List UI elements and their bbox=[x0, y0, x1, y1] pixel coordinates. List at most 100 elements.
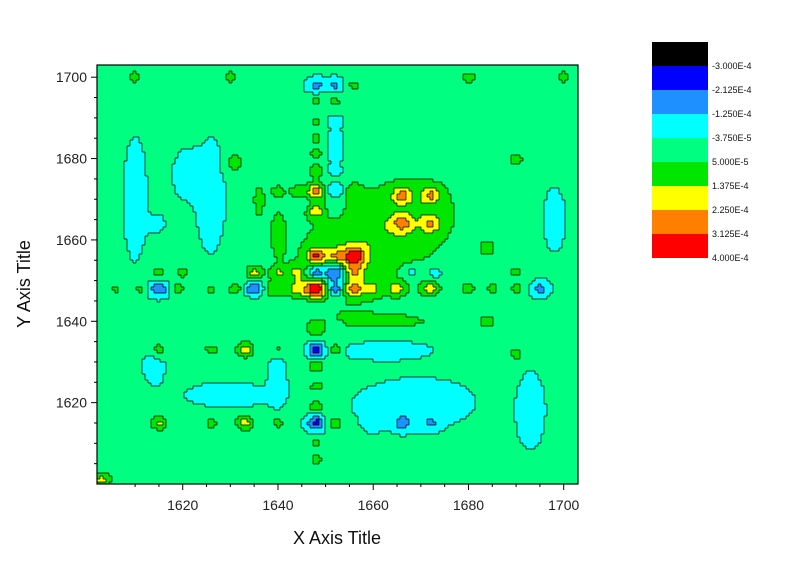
contour-cell bbox=[520, 284, 530, 288]
contour-cell bbox=[388, 230, 413, 234]
contour-cell bbox=[97, 317, 338, 321]
contour-cell bbox=[253, 350, 305, 354]
contour-cell bbox=[466, 80, 473, 84]
contour-cell bbox=[439, 245, 482, 249]
contour-cell bbox=[235, 74, 314, 78]
contour-cell bbox=[166, 419, 209, 423]
contour-cell bbox=[397, 203, 407, 207]
contour-cell bbox=[310, 209, 323, 213]
contour-cell bbox=[184, 275, 248, 279]
contour-cell bbox=[349, 251, 362, 255]
contour-cell bbox=[97, 191, 125, 195]
contour-cell bbox=[97, 449, 578, 453]
contour-cell bbox=[562, 239, 578, 243]
contour-cell bbox=[343, 137, 578, 141]
contour-cell bbox=[433, 251, 482, 255]
contour-cell bbox=[439, 227, 452, 231]
contour-cell bbox=[559, 191, 578, 195]
contour-cell bbox=[319, 119, 329, 123]
contour-cell bbox=[274, 194, 284, 198]
contour-cell bbox=[565, 80, 578, 84]
contour-cell bbox=[283, 218, 308, 222]
contour-cell bbox=[163, 218, 197, 222]
contour-cell bbox=[328, 191, 344, 195]
contour-cell bbox=[301, 419, 311, 423]
contour-cell bbox=[445, 428, 518, 432]
contour-cell bbox=[148, 197, 182, 201]
contour-cell bbox=[346, 269, 353, 273]
contour-cell bbox=[220, 164, 230, 168]
contour-cell bbox=[268, 281, 296, 285]
contour-cell bbox=[532, 296, 548, 300]
legend-swatch bbox=[652, 66, 708, 90]
contour-cell bbox=[361, 248, 371, 252]
contour-cell bbox=[97, 374, 146, 378]
contour-cell bbox=[298, 248, 311, 252]
contour-cell bbox=[553, 284, 578, 288]
contour-cell bbox=[127, 152, 146, 156]
contour-cell bbox=[439, 275, 578, 279]
contour-cell bbox=[406, 194, 413, 198]
contour-cell bbox=[319, 422, 323, 426]
contour-cell bbox=[520, 290, 530, 294]
contour-cell bbox=[352, 182, 359, 186]
contour-cell bbox=[214, 287, 230, 291]
contour-cell bbox=[310, 365, 323, 369]
contour-cell bbox=[175, 188, 227, 192]
contour-cell bbox=[256, 203, 266, 207]
contour-cell bbox=[289, 386, 311, 390]
contour-cell bbox=[304, 272, 311, 276]
contour-cell bbox=[367, 242, 443, 246]
contour-cell bbox=[343, 320, 425, 324]
contour-cell bbox=[511, 272, 521, 276]
contour-cell bbox=[133, 80, 137, 84]
contour-cell bbox=[544, 389, 578, 393]
contour-cell bbox=[322, 368, 578, 372]
contour-cell bbox=[343, 212, 395, 216]
contour-cell bbox=[361, 302, 578, 306]
contour-cell bbox=[322, 212, 329, 216]
contour-cell bbox=[400, 191, 407, 195]
contour-cell bbox=[322, 419, 326, 423]
contour-cell bbox=[373, 311, 578, 315]
contour-cell bbox=[97, 410, 353, 414]
contour-cell bbox=[343, 149, 578, 153]
contour-cell bbox=[532, 281, 551, 285]
contour-cell bbox=[328, 350, 332, 354]
contour-cell bbox=[310, 362, 323, 366]
contour-cell bbox=[310, 386, 323, 390]
contour-cell bbox=[535, 446, 578, 450]
contour-cell bbox=[310, 194, 323, 198]
legend-swatch bbox=[652, 186, 708, 210]
contour-cell bbox=[97, 182, 125, 186]
contour-cell bbox=[544, 428, 578, 432]
contour-cell bbox=[163, 350, 209, 354]
contour-cell bbox=[400, 290, 410, 294]
contour-cell bbox=[265, 383, 290, 387]
contour-cell bbox=[97, 473, 110, 477]
contour-cell bbox=[514, 401, 545, 405]
contour-cell bbox=[409, 212, 455, 216]
contour-cell bbox=[412, 197, 422, 201]
contour-cell bbox=[280, 269, 293, 273]
contour-cell bbox=[463, 74, 476, 78]
contour-cell bbox=[340, 290, 344, 294]
contour-cell bbox=[97, 452, 578, 456]
contour-cell bbox=[397, 218, 407, 222]
contour-cell bbox=[313, 440, 320, 444]
contour-cell bbox=[544, 233, 566, 237]
contour-cell bbox=[130, 254, 140, 258]
contour-cell bbox=[409, 188, 425, 192]
contour-cell bbox=[427, 419, 434, 423]
contour-cell bbox=[565, 71, 578, 75]
contour-cell bbox=[97, 251, 131, 255]
contour-cell bbox=[343, 278, 347, 282]
contour-cell bbox=[421, 293, 437, 297]
contour-cell bbox=[403, 227, 416, 231]
contour-cell bbox=[400, 227, 404, 231]
contour-cell bbox=[367, 266, 401, 270]
contour-cell bbox=[427, 290, 434, 294]
contour-cell bbox=[130, 143, 143, 147]
contour-cell bbox=[175, 191, 227, 195]
contour-cell bbox=[319, 101, 332, 105]
